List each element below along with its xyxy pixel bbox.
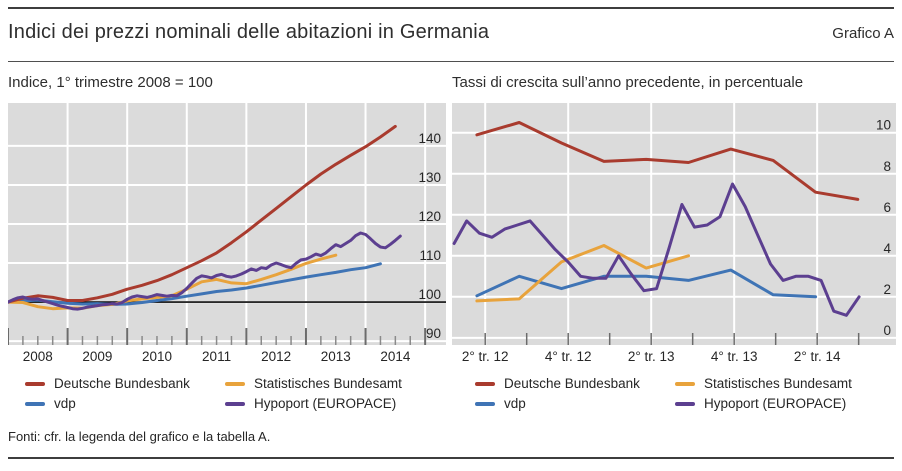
- svg-text:2011: 2011: [202, 349, 231, 364]
- growth-rate-line-chart: 0 2 4 6 8 10 2° tr. 12 4° tr. 12 2° tr. 13 4° tr.…: [452, 103, 896, 364]
- svg-text:2013: 2013: [321, 349, 351, 364]
- right-chart-legend: Deutsche Bundesbank Statistisches Bundes…: [475, 375, 852, 412]
- svg-text:2008: 2008: [23, 349, 53, 364]
- bundesbank-line-swatch-icon: [475, 381, 495, 386]
- svg-text:6: 6: [883, 200, 891, 215]
- svg-text:4° tr. 13: 4° tr. 13: [711, 349, 758, 364]
- bundesbank-line-swatch-icon: [25, 381, 45, 386]
- svg-text:2012: 2012: [261, 349, 291, 364]
- svg-text:100: 100: [418, 287, 441, 302]
- svg-text:130: 130: [418, 170, 441, 185]
- vdp-line-swatch-icon: [475, 401, 495, 406]
- legend-item: Statistisches Bundesamt: [225, 375, 402, 392]
- bottom-rule: [8, 457, 894, 459]
- svg-text:4: 4: [883, 241, 891, 256]
- svg-text:2: 2: [883, 282, 891, 297]
- index-line-chart: 90 100 110 120 130 140 2008 2009 2010 2011 2012 201…: [8, 103, 446, 364]
- svg-text:10: 10: [876, 118, 891, 133]
- svg-text:2° tr. 13: 2° tr. 13: [628, 349, 675, 364]
- legend-label: vdp: [504, 396, 526, 411]
- legend-label: Hypoport (EUROPACE): [254, 396, 397, 411]
- svg-text:2° tr. 12: 2° tr. 12: [462, 349, 509, 364]
- bundesamt-line-swatch-icon: [225, 381, 245, 386]
- source-note: Fonti: cfr. la legenda del grafico e la …: [8, 429, 271, 444]
- vdp-line-swatch-icon: [25, 401, 45, 406]
- legend-item: vdp: [475, 395, 675, 412]
- svg-text:2014: 2014: [380, 349, 411, 364]
- svg-text:2009: 2009: [82, 349, 112, 364]
- top-rule: [8, 7, 894, 9]
- svg-text:4° tr. 12: 4° tr. 12: [545, 349, 592, 364]
- left-chart-legend: Deutsche Bundesbank Statistisches Bundes…: [25, 375, 402, 412]
- hypoport-line-swatch-icon: [675, 401, 695, 406]
- title-row: Indici dei prezzi nominali delle abitazi…: [8, 21, 894, 44]
- svg-text:110: 110: [419, 248, 441, 263]
- legend-item: Hypoport (EUROPACE): [675, 395, 852, 412]
- legend-item: Statistisches Bundesamt: [675, 375, 852, 392]
- svg-text:90: 90: [426, 326, 441, 341]
- title-separator-rule: [8, 61, 894, 62]
- left-panel-subtitle: Indice, 1° trimestre 2008 = 100: [8, 74, 213, 91]
- legend-label: Statistisches Bundesamt: [254, 376, 402, 391]
- bundesamt-line-swatch-icon: [675, 381, 695, 386]
- legend-item: Deutsche Bundesbank: [25, 375, 225, 392]
- legend-item: vdp: [25, 395, 225, 412]
- legend-item: Hypoport (EUROPACE): [225, 395, 402, 412]
- graph-label: Grafico A: [832, 25, 894, 42]
- hypoport-line-swatch-icon: [225, 401, 245, 406]
- legend-item: Deutsche Bundesbank: [475, 375, 675, 392]
- svg-text:140: 140: [418, 131, 441, 146]
- right-panel-subtitle: Tassi di crescita sull’anno precedente, …: [452, 74, 804, 91]
- legend-label: Statistisches Bundesamt: [704, 376, 852, 391]
- legend-label: Deutsche Bundesbank: [54, 376, 190, 391]
- svg-text:120: 120: [418, 209, 441, 224]
- svg-text:8: 8: [883, 159, 891, 174]
- legend-label: vdp: [54, 396, 76, 411]
- legend-label: Hypoport (EUROPACE): [704, 396, 847, 411]
- svg-text:2° tr. 14: 2° tr. 14: [794, 349, 841, 364]
- svg-text:2010: 2010: [142, 349, 172, 364]
- svg-text:0: 0: [883, 323, 891, 338]
- legend-label: Deutsche Bundesbank: [504, 376, 640, 391]
- page-title: Indici dei prezzi nominali delle abitazi…: [8, 21, 490, 43]
